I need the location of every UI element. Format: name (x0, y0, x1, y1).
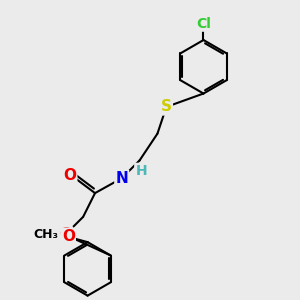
Text: O: O (62, 229, 75, 244)
Text: Cl: Cl (196, 17, 211, 31)
Text: CH₃: CH₃ (34, 228, 58, 241)
Text: O: O (59, 227, 72, 242)
Text: S: S (161, 99, 172, 114)
Text: H: H (135, 164, 147, 178)
Text: O: O (63, 168, 76, 183)
Text: N: N (116, 171, 128, 186)
